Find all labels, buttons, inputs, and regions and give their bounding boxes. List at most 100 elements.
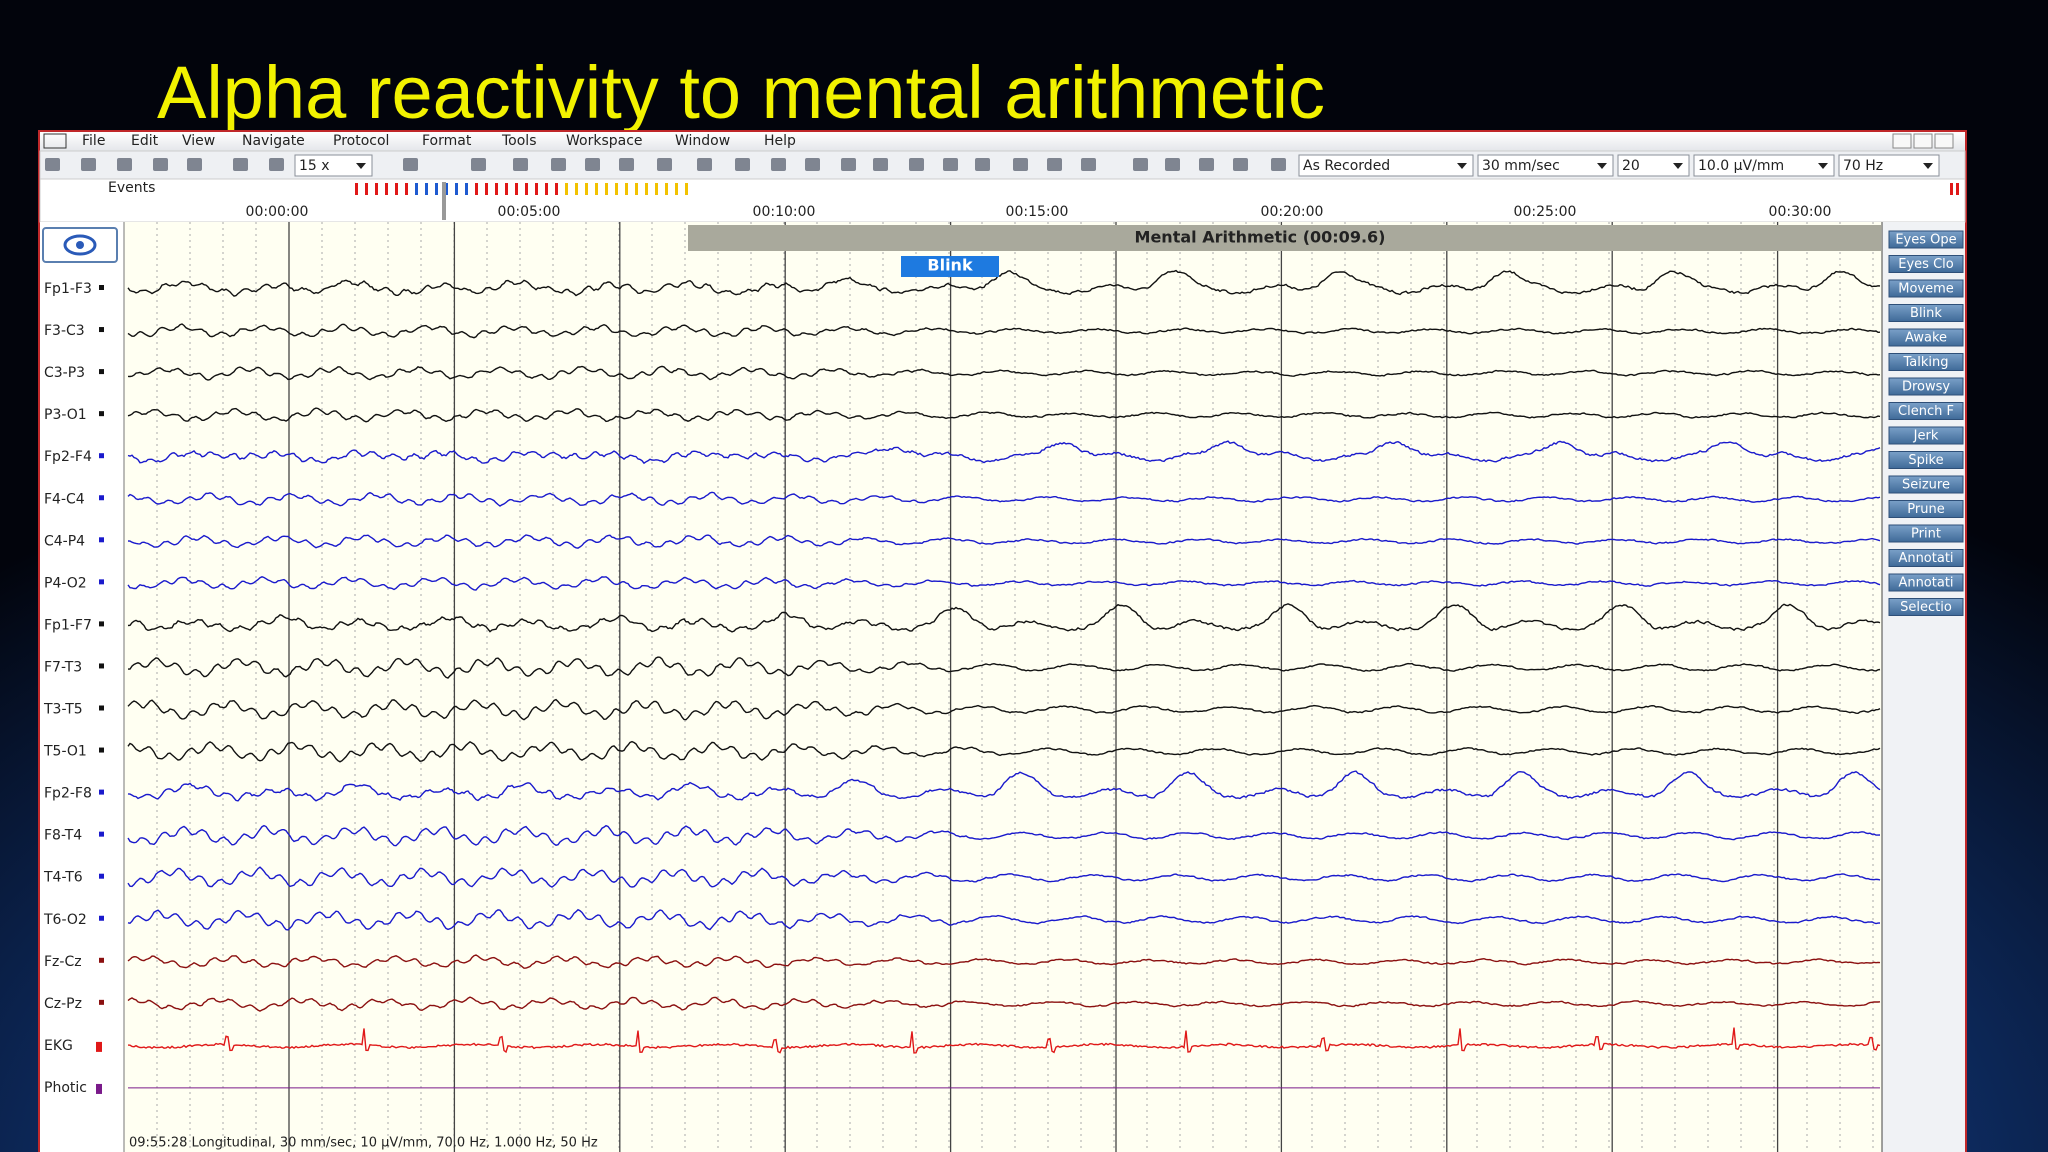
annotation-button[interactable] [1888, 598, 1964, 616]
label-column [40, 222, 124, 1152]
annotation-button[interactable] [1888, 304, 1964, 322]
dropdown[interactable] [1477, 154, 1614, 177]
event-tick [415, 183, 418, 195]
eeg-trace [127, 365, 1881, 381]
blink-event[interactable] [901, 256, 999, 277]
annotation-button-label: Talking [1903, 355, 1949, 370]
toolbar-icon[interactable] [45, 158, 60, 171]
toolbar-icon[interactable] [1133, 158, 1148, 171]
annotation-button-label: Seizure [1902, 478, 1950, 493]
menu-item[interactable]: Edit [131, 133, 159, 149]
annotation-button[interactable] [1888, 255, 1964, 273]
toolbar-icon[interactable] [943, 158, 958, 171]
toolbar-icon[interactable] [187, 158, 202, 171]
eeg-trace [127, 954, 1881, 969]
event-tick [675, 183, 678, 195]
menu-item[interactable]: Window [675, 133, 730, 149]
annotation-button-label: Annotati [1898, 551, 1953, 566]
channel-dot [99, 915, 104, 921]
annotation-button[interactable] [1888, 353, 1964, 371]
toolbar-icon[interactable] [117, 158, 132, 171]
menu-item[interactable]: View [182, 133, 215, 149]
toolbar-icon[interactable] [585, 158, 600, 171]
minimize[interactable] [1892, 133, 1912, 149]
event-tick [405, 183, 408, 195]
annotation-button[interactable] [1888, 328, 1964, 347]
annotation-button[interactable] [1888, 230, 1964, 249]
toolbar-icon[interactable] [909, 158, 924, 171]
toolbar-icon[interactable] [805, 158, 820, 171]
channel-label: C3-P3 [44, 365, 85, 381]
dropdown-arrow [1673, 163, 1683, 169]
timeline-time: 00:30:00 [1769, 204, 1832, 220]
menu-item[interactable]: Format [422, 133, 472, 149]
menu-item[interactable]: File [82, 133, 105, 149]
toolbar-icon[interactable] [1013, 158, 1028, 171]
timeline-time: 00:25:00 [1514, 204, 1577, 220]
event-tick [585, 183, 588, 195]
channel-dot [99, 663, 104, 669]
dropdown[interactable] [294, 154, 373, 177]
annotation-button-label: Eyes Ope [1895, 233, 1956, 248]
dropdown[interactable] [1617, 154, 1690, 177]
annotation-button-label: Annotati [1898, 576, 1953, 591]
menu-item[interactable]: Navigate [242, 133, 305, 149]
channel-dot [99, 621, 104, 627]
dropdown[interactable] [1298, 154, 1474, 177]
event-tick [525, 183, 528, 195]
toolbar-icon[interactable] [735, 158, 750, 171]
eeg-trace [127, 770, 1881, 802]
toolbar-icon[interactable] [471, 158, 486, 171]
channel-label: T3-T5 [43, 702, 83, 718]
dropdown[interactable] [1693, 154, 1835, 177]
timeline-time: 00:05:00 [498, 204, 561, 220]
annotation-button[interactable] [1888, 279, 1964, 298]
toolbar-icon[interactable] [1165, 158, 1180, 171]
toolbar-icon[interactable] [619, 158, 634, 171]
dropdown[interactable] [1838, 154, 1940, 177]
toolbar-icon[interactable] [403, 158, 418, 171]
blink-label: Blink [927, 256, 973, 275]
eeg-trace [127, 824, 1881, 847]
restore[interactable] [1913, 133, 1933, 149]
menu-item[interactable]: Protocol [333, 133, 389, 149]
toolbar-icon[interactable] [513, 158, 528, 171]
annotation-button[interactable] [1888, 549, 1964, 567]
toolbar-icon[interactable] [269, 158, 284, 171]
toolbar-icon[interactable] [975, 158, 990, 171]
toolbar-icon[interactable] [81, 158, 96, 171]
toolbar-icon[interactable] [1047, 158, 1062, 171]
toolbar-icon[interactable] [771, 158, 786, 171]
annotation-button[interactable] [1888, 500, 1964, 518]
channel-dot [99, 873, 104, 879]
toolbar-icon[interactable] [233, 158, 248, 171]
dropdown-arrow [1457, 163, 1467, 169]
eeg-trace [127, 698, 1881, 721]
annotation-button[interactable] [1888, 426, 1964, 445]
annotation-button[interactable] [1888, 573, 1964, 592]
toolbar-icon[interactable] [1081, 158, 1096, 171]
annotation-button[interactable] [1888, 451, 1964, 469]
toolbar-icon[interactable] [551, 158, 566, 171]
toolbar-icon[interactable] [1199, 158, 1214, 171]
toolbar-icon[interactable] [657, 158, 672, 171]
annotation-button[interactable] [1888, 402, 1964, 420]
event-tick [445, 183, 448, 195]
channel-dot [99, 789, 104, 795]
annotation-button[interactable] [1888, 377, 1964, 396]
channel-label: F7-T3 [44, 659, 82, 675]
toolbar-icon[interactable] [1233, 158, 1248, 171]
menu-item[interactable]: Help [764, 133, 796, 149]
close[interactable] [1934, 133, 1954, 149]
menu-item[interactable]: Tools [501, 133, 537, 149]
toolbar-icon[interactable] [1271, 158, 1286, 171]
toolbar-icon[interactable] [841, 158, 856, 171]
annotation-button[interactable] [1888, 475, 1964, 494]
menu-item[interactable]: Workspace [566, 133, 643, 149]
annotation-button[interactable] [1888, 524, 1964, 543]
toolbar-icon[interactable] [153, 158, 168, 171]
eeg-trace [127, 323, 1881, 339]
toolbar-icon[interactable] [873, 158, 888, 171]
toolbar-icon[interactable] [697, 158, 712, 171]
